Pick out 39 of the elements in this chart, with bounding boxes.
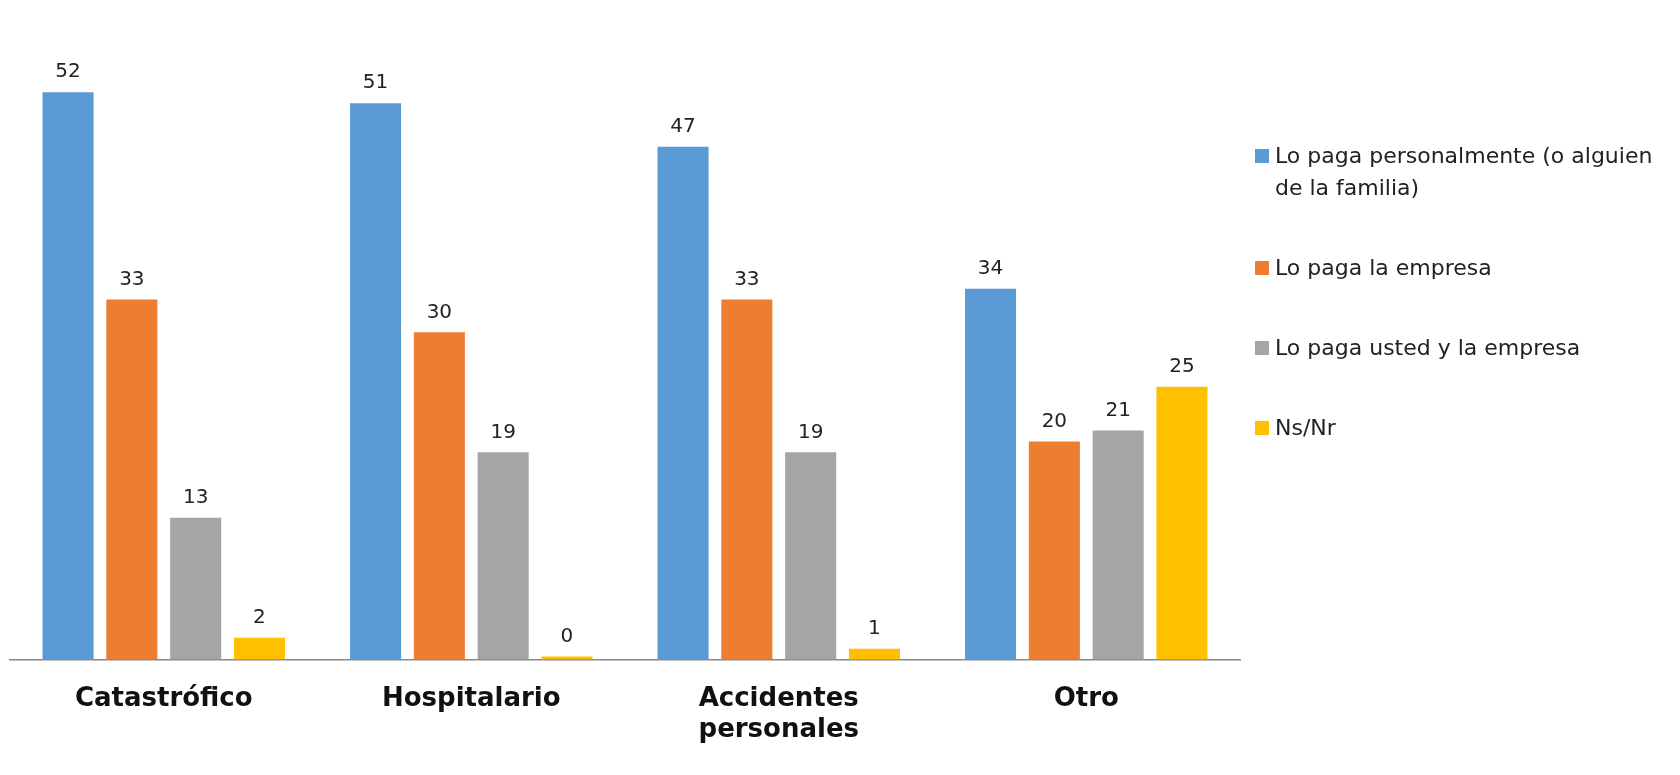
bar (965, 288, 1017, 660)
legend-label: Ns/Nr (1275, 414, 1336, 442)
bar (721, 299, 773, 660)
data-label: 33 (119, 265, 145, 290)
legend-label: Lo paga usted y la empresa (1275, 334, 1581, 362)
bar (1156, 386, 1208, 660)
data-label: 0 (560, 622, 574, 647)
data-label: 19 (490, 418, 516, 443)
bar (657, 146, 709, 660)
data-label: 19 (797, 418, 824, 443)
data-label: 20 (1041, 407, 1068, 432)
bar (1092, 430, 1144, 660)
legend-label: Lo paga la empresa (1275, 254, 1492, 282)
data-label: 30 (426, 298, 453, 323)
data-label: 25 (1169, 353, 1195, 378)
x-tick-label: Otro (1053, 681, 1119, 712)
x-tick-label: Hospitalario (381, 681, 561, 712)
bar (1028, 441, 1080, 660)
bar (42, 92, 94, 660)
bar (350, 103, 402, 660)
data-label: 33 (734, 265, 760, 290)
data-label: 2 (253, 603, 266, 628)
data-label: 1 (868, 614, 881, 639)
bar (170, 517, 222, 660)
data-label: 13 (182, 483, 209, 508)
bar (413, 332, 465, 660)
data-label: 21 (1105, 396, 1131, 421)
data-label: 52 (55, 58, 81, 83)
legend-label: Lo paga personalmente (o alguien de la familia) (1275, 142, 1654, 202)
x-tick-label: Accidentes personales (698, 681, 859, 744)
bar (477, 452, 529, 660)
data-label: 51 (362, 69, 389, 94)
data-label: 34 (977, 254, 1004, 279)
bar (848, 648, 900, 660)
bar (106, 299, 158, 660)
bar (233, 637, 285, 660)
data-label: 47 (670, 113, 696, 138)
bar (785, 452, 837, 660)
x-tick-label: Catastrófico (74, 681, 253, 712)
